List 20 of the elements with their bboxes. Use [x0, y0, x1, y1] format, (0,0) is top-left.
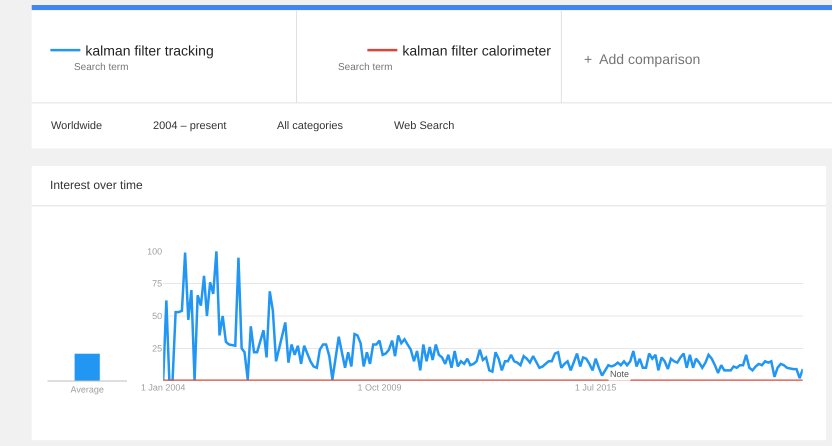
- text: All categories: [277, 120, 344, 132]
- text: Worldwide: [51, 120, 102, 132]
- text: Web Search: [394, 120, 454, 132]
- y-tick-label: 50: [152, 311, 162, 322]
- text: Search term: [338, 62, 392, 73]
- legend-label: kalman filter tracking: [85, 42, 214, 59]
- text: + Add comparison: [584, 51, 700, 67]
- legend-label: kalman filter calorimeter: [402, 42, 552, 59]
- text: Search term: [74, 62, 128, 73]
- y-tick-label: 100: [147, 246, 162, 256]
- y-tick-label: 75: [152, 278, 162, 289]
- line-series: [163, 251, 803, 381]
- x-tick-label: 1 Jan 2004: [140, 382, 186, 393]
- annotation: Note: [610, 369, 630, 379]
- text: 2004 – present: [153, 120, 226, 132]
- chart-title: Interest over time: [50, 178, 144, 192]
- x-tick-label: 1 Oct 2009: [357, 382, 402, 393]
- x-tick-label: 1 Jul 2015: [574, 382, 616, 393]
- x-tick-label: Average: [70, 384, 104, 395]
- y-tick-label: 25: [152, 344, 162, 354]
